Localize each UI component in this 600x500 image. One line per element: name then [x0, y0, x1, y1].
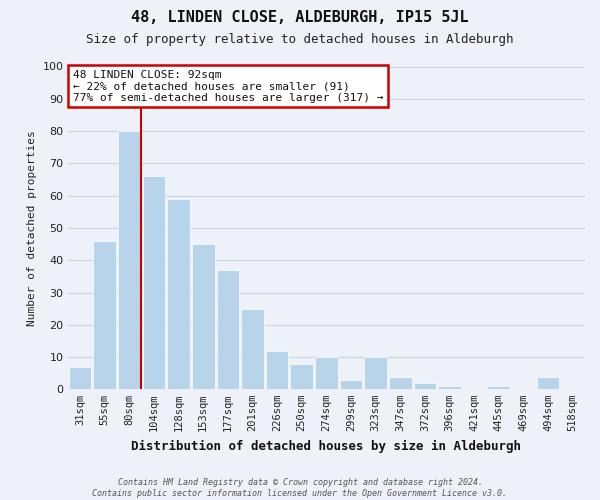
Text: Size of property relative to detached houses in Aldeburgh: Size of property relative to detached ho… [86, 32, 514, 46]
Y-axis label: Number of detached properties: Number of detached properties [27, 130, 37, 326]
Bar [94, 241, 116, 390]
X-axis label: Distribution of detached houses by size in Aldeburgh: Distribution of detached houses by size … [131, 440, 521, 452]
Bar [192, 244, 215, 390]
Bar [389, 376, 412, 390]
Bar [537, 376, 559, 390]
Bar [266, 350, 289, 390]
Bar [69, 367, 91, 390]
Bar [438, 386, 461, 390]
Bar [364, 357, 387, 390]
Bar [487, 386, 510, 390]
Bar [118, 131, 140, 390]
Text: 48 LINDEN CLOSE: 92sqm
← 22% of detached houses are smaller (91)
77% of semi-det: 48 LINDEN CLOSE: 92sqm ← 22% of detached… [73, 70, 383, 103]
Bar [217, 270, 239, 390]
Text: 48, LINDEN CLOSE, ALDEBURGH, IP15 5JL: 48, LINDEN CLOSE, ALDEBURGH, IP15 5JL [131, 10, 469, 25]
Bar [413, 383, 436, 390]
Bar [290, 364, 313, 390]
Text: Contains HM Land Registry data © Crown copyright and database right 2024.
Contai: Contains HM Land Registry data © Crown c… [92, 478, 508, 498]
Bar [167, 199, 190, 390]
Bar [143, 176, 165, 390]
Bar [315, 357, 338, 390]
Bar [241, 308, 264, 390]
Bar [340, 380, 362, 390]
